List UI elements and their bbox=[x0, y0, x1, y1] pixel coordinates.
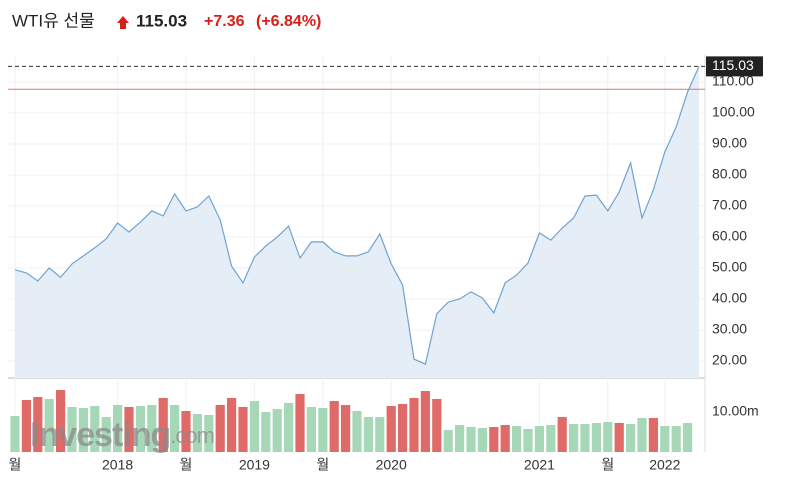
volume-bar bbox=[147, 405, 157, 452]
volume-bar bbox=[124, 407, 134, 452]
volume-bar bbox=[500, 425, 510, 452]
volume-bar bbox=[683, 423, 693, 452]
volume-bar bbox=[671, 426, 681, 452]
x-tick-label: 2022 bbox=[649, 457, 680, 473]
volume-tick-label: 10.00m bbox=[712, 403, 759, 419]
watermark: Investing.com bbox=[30, 416, 214, 454]
volume-bar bbox=[580, 424, 590, 452]
volume-bar bbox=[135, 406, 145, 452]
y-tick-label: 60.00 bbox=[712, 228, 747, 244]
volume-bar bbox=[78, 408, 88, 452]
volume-bar bbox=[466, 427, 476, 452]
x-tick-label: 월 bbox=[9, 457, 22, 473]
volume-bar bbox=[21, 400, 31, 452]
x-tick-label: 월 bbox=[601, 457, 614, 473]
chart-title: WTI유 선물 bbox=[12, 11, 95, 30]
volume-bar bbox=[90, 406, 100, 452]
y-tick-label: 40.00 bbox=[712, 290, 747, 306]
y-tick-label: 70.00 bbox=[712, 197, 747, 213]
x-tick-label: 2021 bbox=[524, 457, 555, 473]
y-tick-label: 110.00 bbox=[712, 73, 754, 89]
volume-bar bbox=[10, 416, 20, 452]
volume-bar bbox=[557, 417, 567, 452]
price-line bbox=[14, 66, 700, 365]
volume-bar bbox=[101, 417, 111, 452]
volume-bar bbox=[272, 409, 282, 452]
volume-bar bbox=[455, 425, 465, 452]
volume-bar bbox=[306, 407, 316, 452]
x-tick-label: 2019 bbox=[239, 457, 270, 473]
volume-bar bbox=[489, 427, 499, 452]
x-tick-label: 2018 bbox=[102, 457, 133, 473]
change: +7.36 bbox=[204, 13, 245, 30]
volume-bar bbox=[215, 405, 225, 452]
volume-bar bbox=[67, 407, 77, 452]
volume-bar bbox=[341, 405, 351, 452]
volume-bar bbox=[443, 430, 453, 452]
volume-bar bbox=[295, 394, 305, 452]
volume-bar bbox=[477, 428, 487, 452]
price: 115.03 bbox=[136, 11, 187, 30]
area bbox=[15, 66, 699, 379]
volume-bar bbox=[409, 398, 419, 452]
change-percent: (+6.84%) bbox=[256, 13, 321, 30]
y-tick-label: 30.00 bbox=[712, 321, 747, 337]
volume-bar bbox=[375, 417, 385, 452]
volume-bar bbox=[170, 405, 180, 452]
volume-bar bbox=[512, 426, 522, 452]
y-tick-label: 20.00 bbox=[712, 352, 747, 368]
watermark-main: Investing bbox=[30, 416, 170, 454]
volume-bar bbox=[546, 425, 556, 452]
volume-bar bbox=[33, 397, 43, 452]
volume-bar bbox=[420, 391, 430, 452]
up-arrow bbox=[117, 16, 129, 29]
volume-bar bbox=[44, 399, 54, 452]
y-tick-label: 100.00 bbox=[712, 104, 755, 120]
volume-bar bbox=[192, 414, 202, 452]
volume-bar bbox=[204, 415, 214, 452]
y-tick-label: 80.00 bbox=[712, 166, 747, 182]
x-tick-label: 월 bbox=[180, 457, 193, 473]
volume-bar bbox=[158, 398, 168, 452]
volume-bar bbox=[56, 390, 66, 452]
volume-bar bbox=[614, 423, 624, 452]
volume-bar bbox=[591, 423, 601, 452]
volume-bar bbox=[660, 426, 670, 452]
volume-bar bbox=[603, 422, 613, 452]
y-tick-label: 90.00 bbox=[712, 135, 747, 151]
volume-bar bbox=[238, 407, 248, 452]
volume-bar bbox=[249, 401, 259, 452]
volume-bar bbox=[626, 424, 636, 452]
volume-bar bbox=[181, 411, 191, 452]
y-tick-label: 50.00 bbox=[712, 259, 747, 275]
volume-bar bbox=[113, 405, 123, 452]
volume-bar bbox=[261, 412, 271, 452]
volume-bar bbox=[398, 404, 408, 452]
last-price-label: 115.03 bbox=[712, 57, 754, 73]
volume-bar bbox=[352, 411, 362, 452]
volume-bar bbox=[637, 418, 647, 452]
x-tick-label: 2020 bbox=[376, 457, 407, 473]
volume-bar bbox=[386, 406, 396, 452]
volume-bar bbox=[363, 417, 373, 452]
volume-bar bbox=[534, 426, 544, 452]
volume-bar bbox=[318, 408, 328, 452]
last-price-box bbox=[706, 56, 763, 77]
x-tick-label: 월 bbox=[316, 457, 329, 473]
volume-bar bbox=[523, 429, 533, 452]
volume-bar bbox=[329, 401, 339, 452]
volume-bar bbox=[284, 403, 294, 452]
volume-bar bbox=[432, 399, 442, 452]
volume-bar bbox=[648, 418, 658, 452]
volume-bar bbox=[227, 398, 237, 452]
watermark-suffix: .com bbox=[170, 423, 214, 448]
volume-bar bbox=[569, 424, 579, 452]
